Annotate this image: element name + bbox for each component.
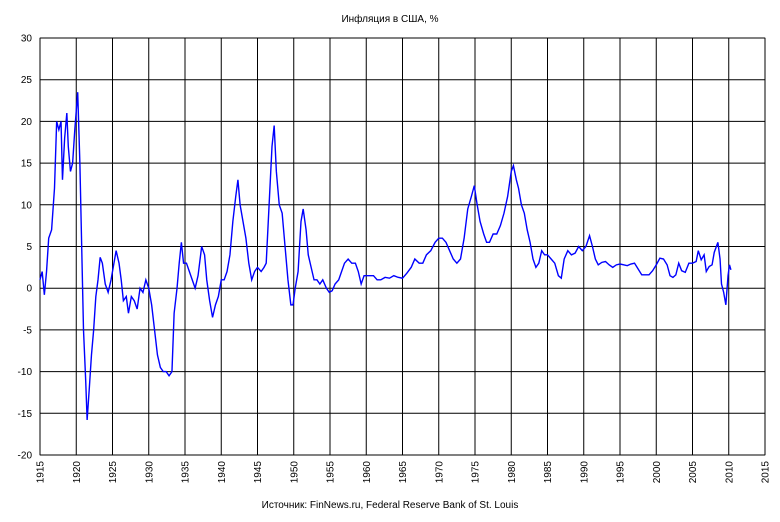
x-tick-label: 1995 <box>616 461 627 484</box>
x-tick-label: 1985 <box>543 461 554 484</box>
x-tick-label: 1935 <box>181 461 192 484</box>
x-tick-label: 1980 <box>507 461 518 484</box>
y-tick-label: -20 <box>18 451 33 462</box>
x-tick-label: 1945 <box>253 461 264 484</box>
x-tick-label: 1915 <box>36 461 47 484</box>
x-tick-label: 1955 <box>326 461 337 484</box>
y-tick-label: -15 <box>18 409 33 420</box>
y-tick-label: -5 <box>23 325 32 336</box>
x-tick-label: 1940 <box>217 461 228 484</box>
data-line <box>39 92 732 421</box>
y-tick-label: 5 <box>26 242 32 253</box>
x-tick-label: 2000 <box>652 461 663 484</box>
y-tick-label: 20 <box>21 117 33 128</box>
x-tick-label: 1920 <box>72 461 83 484</box>
y-tick-label: 10 <box>21 200 33 211</box>
x-tick-label: 1930 <box>144 461 155 484</box>
x-tick-label: 1990 <box>579 461 590 484</box>
y-tick-label: 0 <box>26 284 32 295</box>
chart-title: Инфляция в США, % <box>341 13 438 25</box>
x-tick-label: 1925 <box>108 461 119 484</box>
source-note: Источник: FinNews.ru, Federal Reserve Ba… <box>262 500 519 511</box>
x-tick-label: 1975 <box>471 461 482 484</box>
y-tick-label: -10 <box>18 367 33 378</box>
x-tick-label: 1960 <box>362 461 373 484</box>
x-tick-label: 2015 <box>761 461 772 484</box>
x-tick-label: 1970 <box>434 461 445 484</box>
x-tick-label: 1965 <box>398 461 409 484</box>
x-tick-label: 2005 <box>688 461 699 484</box>
y-tick-label: 25 <box>21 75 33 86</box>
x-tick-label: 1950 <box>289 461 300 484</box>
y-tick-label: 15 <box>21 159 33 170</box>
x-tick-label: 2010 <box>724 461 735 484</box>
y-tick-label: 30 <box>21 34 33 45</box>
